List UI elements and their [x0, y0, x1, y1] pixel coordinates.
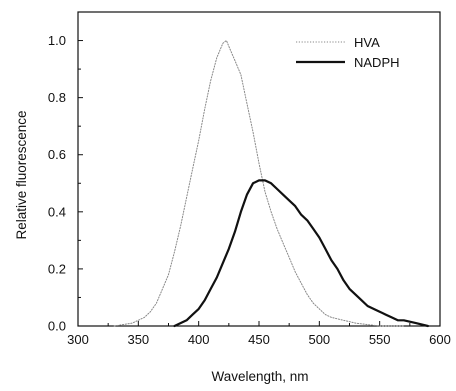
- y-tick-label-0: 0.0: [48, 319, 66, 334]
- y-tick-label-0.6: 0.6: [48, 147, 66, 162]
- series-line-nadph: [173, 179, 429, 328]
- y-axis-label: Relative fluorescence: [14, 110, 29, 239]
- x-axis-label: Wavelength, nm: [211, 369, 308, 384]
- y-axis-ticks: [78, 40, 83, 327]
- y-axis-tick-labels: 0.0 0.2 0.4 0.6 0.8 1.0: [48, 33, 66, 333]
- x-tick-label-450: 450: [248, 332, 270, 347]
- series-layer: [113, 40, 429, 328]
- y-tick-label-0.4: 0.4: [48, 204, 66, 219]
- x-tick-label-500: 500: [308, 332, 330, 347]
- x-tick-label-300: 300: [67, 332, 89, 347]
- x-axis-ticks: [77, 321, 441, 326]
- legend-label-hva: HVA: [354, 35, 380, 50]
- y-tick-label-0.2: 0.2: [48, 261, 66, 276]
- x-tick-label-350: 350: [127, 332, 149, 347]
- y-tick-label-1: 1.0: [48, 33, 66, 48]
- legend: HVA NADPH: [296, 35, 400, 70]
- x-tick-label-400: 400: [188, 332, 210, 347]
- series-line-hva: [113, 40, 405, 327]
- x-axis-tick-labels: 300 350 400 450 500 550 600: [67, 332, 451, 347]
- x-tick-label-600: 600: [429, 332, 451, 347]
- y-tick-label-0.8: 0.8: [48, 90, 66, 105]
- x-tick-label-550: 550: [369, 332, 391, 347]
- legend-label-nadph: NADPH: [354, 55, 400, 70]
